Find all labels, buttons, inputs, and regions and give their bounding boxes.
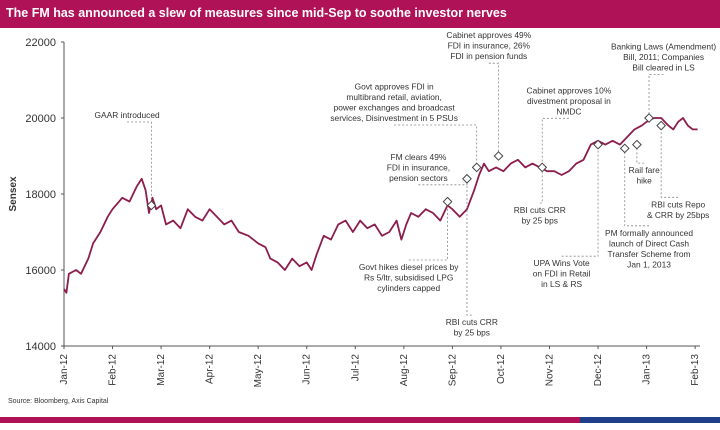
annotation-text: NMDC — [556, 106, 581, 116]
event-marker — [462, 173, 472, 184]
annotation-leader — [127, 121, 152, 206]
x-tick-label: Oct-12 — [496, 354, 507, 384]
annotation-text: FDI in insurance, — [387, 162, 450, 172]
annotation-leader — [648, 74, 664, 118]
event-marker — [471, 162, 482, 173]
annotation-text: UPA Wins Vote — [534, 258, 591, 268]
x-tick-label: Feb-13 — [690, 354, 701, 386]
x-tick-label: Aug-12 — [399, 354, 410, 387]
x-tick-label: Apr-12 — [205, 354, 216, 384]
annotation-text: PM formally announced — [605, 228, 693, 238]
event-marker — [656, 120, 667, 131]
annotation-text: Rs 5/ltr, subsidised LPG — [364, 273, 453, 283]
annotation-text: on FDI in Retail — [533, 269, 591, 279]
annotation-text: in LS & RS — [541, 279, 582, 289]
annotation-text: power exchanges and broadcast — [334, 103, 456, 113]
x-tick-label: Jan-12 — [59, 354, 70, 385]
y-tick-label: 22000 — [25, 37, 56, 49]
annotation-text: GAAR introduced — [95, 110, 161, 120]
annotation-text: FM clears 49% — [390, 152, 446, 162]
x-tick-label: Sep-12 — [447, 354, 458, 387]
annotation-text: cylinders capped — [377, 283, 440, 293]
x-tick-label: Jul-12 — [350, 354, 361, 382]
annotation-text: Transfer Scheme from — [608, 249, 691, 259]
x-tick-label: Feb-12 — [108, 354, 119, 386]
event-marker — [493, 151, 504, 161]
annotation-text: Cabinet approves 10% — [527, 85, 612, 95]
x-tick-label: Dec-12 — [593, 354, 604, 387]
annotation-leader — [488, 62, 499, 156]
annotation-text: by 25 bps — [454, 328, 490, 338]
x-tick-label: Mar-12 — [156, 354, 167, 386]
bottom-bar-right — [580, 417, 720, 423]
annotation-text: RBI cuts CRR — [446, 317, 498, 327]
y-tick-label: 14000 — [25, 341, 56, 353]
annotation-text: Bill, 2011; Companies — [623, 52, 704, 62]
event-marker — [631, 139, 642, 150]
annotation-text: services, Disinvestment in 5 PSUs — [330, 113, 458, 123]
event-marker — [146, 200, 157, 211]
event-marker — [537, 162, 548, 173]
bottom-bar-left — [0, 417, 580, 423]
y-tick-label: 16000 — [25, 265, 56, 277]
annotation-text: Cabinet approves 49% — [446, 30, 531, 40]
annotation-leader — [624, 148, 650, 227]
annotation-leader — [539, 167, 543, 204]
annotation-text: Govt hikes diesel prices by — [359, 262, 459, 272]
title-bar: The FM has announced a slew of measures … — [0, 0, 720, 28]
sensex-chart: 14000 16000 18000 20000 22000 Sensex Jan-12 Feb… — [8, 30, 716, 388]
event-marker — [593, 139, 603, 150]
event-marker — [644, 113, 654, 123]
annotation-text: by 25 bps — [522, 216, 558, 226]
annotation-text: & CRR by 25bps — [647, 210, 709, 220]
annotation-text: pension sectors — [389, 173, 448, 183]
source-note: Source: Bloomberg, Axis Capital — [8, 398, 109, 405]
x-tick-label: Jun-12 — [302, 354, 313, 385]
annotation-leader — [408, 201, 448, 261]
annotation-text: RBI cuts Repo — [651, 199, 705, 209]
x-tick-label: Nov-12 — [544, 354, 555, 387]
annotation-text: multibrand retail, aviation, — [346, 92, 441, 102]
y-axis-title: Sensex — [8, 176, 19, 211]
annotation-text: FDI in insurance, 26% — [448, 41, 531, 51]
annotation-text: hike — [636, 176, 652, 186]
annotation-text: Rail fare — [629, 165, 661, 175]
annotation-leader — [561, 144, 599, 257]
annotation-leader — [660, 125, 679, 198]
x-tick-label: Jan-13 — [642, 354, 653, 385]
annotation-text: FDI in pension funds — [450, 51, 527, 61]
annotation-text: Bill cleared in LS — [632, 63, 695, 73]
annotation-text: Banking Laws (Amendment) — [611, 42, 716, 52]
y-tick-label: 18000 — [25, 189, 56, 201]
x-tick-label: May-12 — [253, 354, 264, 388]
annotation-text: launch of Direct Cash — [609, 238, 689, 248]
y-tick-label: 20000 — [25, 113, 56, 125]
event-marker — [619, 143, 630, 154]
chart-title: The FM has announced a slew of measures … — [6, 6, 507, 20]
annotation-leader — [466, 178, 472, 316]
annotation-text: divestment proposal in — [527, 96, 611, 106]
annotation-text: RBI cuts CRR — [514, 205, 566, 215]
bottom-bar — [0, 417, 720, 423]
annotation-text: Govt approves FDI in — [355, 82, 434, 92]
event-marker — [442, 196, 453, 207]
annotation-leader — [541, 117, 569, 168]
annotation-text: Jan 1, 2013 — [627, 259, 671, 269]
